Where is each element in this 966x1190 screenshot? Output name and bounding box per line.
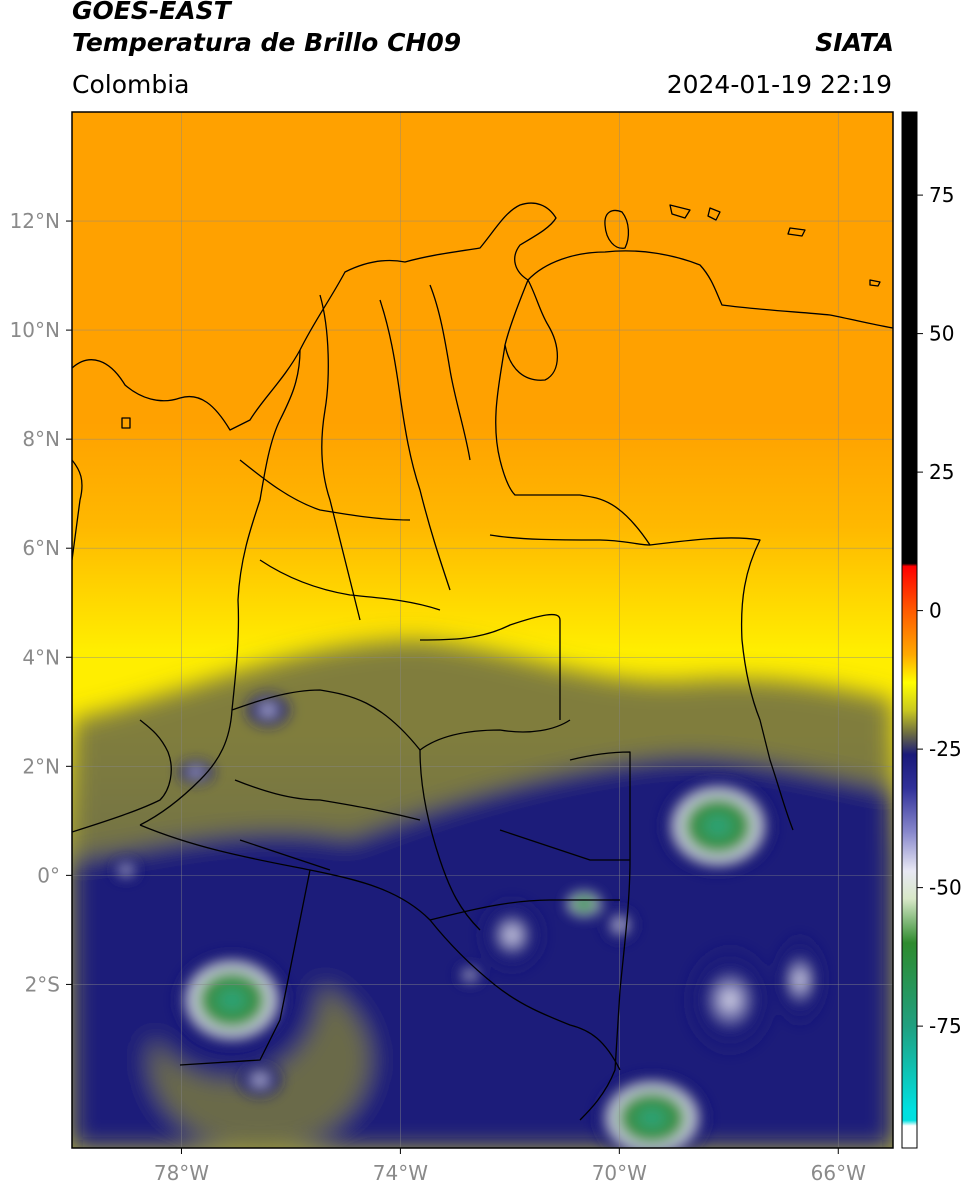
lon-tick-label: 66°W: [811, 1161, 866, 1185]
department-boundary: [379, 299, 451, 591]
pacific-coastline: [72, 459, 83, 561]
island: [707, 207, 721, 221]
brand-label: SIATA: [815, 28, 894, 57]
colorbar: 75 50 25 0 -25 -50 -75: [901, 111, 962, 1149]
department-boundary: [429, 284, 471, 461]
paraguana-peninsula: [604, 209, 630, 249]
colorbar-bar: [901, 111, 918, 1149]
storm-cell: [170, 948, 294, 1052]
product-title: Temperatura de Brillo CH09: [72, 28, 462, 57]
storm-cell: [656, 774, 780, 878]
ecuador-coast: [72, 719, 172, 833]
amazon-river: [429, 899, 620, 921]
department-boundary: [419, 749, 481, 931]
cloud-cell: [234, 1060, 286, 1100]
lat-tick-label: 10°N: [10, 318, 60, 342]
map-graticule: [72, 112, 893, 1148]
storm-cell: [590, 1070, 714, 1148]
lat-tick-label: 6°N: [22, 536, 60, 560]
department-boundary: [499, 829, 630, 861]
colombia-border: [139, 349, 301, 826]
colorbar-tick-label: 75: [929, 183, 954, 207]
lat-tick-label: 4°N: [22, 645, 60, 669]
island: [787, 227, 806, 237]
colombia-peru-border: [139, 824, 621, 1071]
coastlines-and-borders: [72, 202, 893, 1121]
satellite-title: GOES-EAST: [72, 0, 231, 25]
lat-tick-label: 2°N: [22, 754, 60, 778]
lat-tick-label: 2°S: [25, 972, 60, 996]
lat-tick-label: 0°: [37, 863, 60, 887]
colombia-venezuela-border: [495, 344, 794, 831]
cloud-cell: [770, 930, 830, 1030]
colorbar-tick-label: 0: [929, 599, 942, 623]
colorbar-tick-label: -75: [929, 1014, 962, 1038]
lon-tick-label: 70°W: [592, 1161, 647, 1185]
lake-maracaibo: [504, 279, 558, 381]
cloud-cell: [242, 690, 294, 730]
department-boundary: [239, 839, 331, 871]
caribbean-coastline: [72, 202, 893, 431]
cloud-cell: [474, 893, 550, 977]
department-boundary: [234, 779, 421, 821]
department-boundary: [419, 613, 561, 720]
cloud-cell: [108, 856, 144, 884]
cloud-cell: [174, 758, 218, 786]
timestamp-label: 2024-01-19 22:19: [666, 70, 892, 99]
colorbar-tick-label: -50: [929, 876, 962, 900]
island: [869, 279, 881, 287]
colombia-brazil-border: [569, 751, 631, 1121]
region-label: Colombia: [72, 70, 190, 99]
colorbar-ticks: 75 50 25 0 -25 -50 -75: [917, 183, 962, 1038]
cloud-cell: [680, 940, 780, 1060]
map-area: [72, 112, 893, 1148]
peru-ecuador-border: [179, 869, 311, 1066]
cloud-cell: [452, 961, 488, 989]
axis-labels: 78°W 74°W 70°W 66°W 12°N 10°N 8°N 6°N 4°N 2°N 0° 2°…: [10, 209, 867, 1185]
department-boundary: [259, 559, 441, 611]
lon-tick-label: 78°W: [154, 1161, 209, 1185]
department-boundary: [319, 294, 361, 621]
lat-tick-label: 8°N: [22, 427, 60, 451]
lat-tick-label: 12°N: [10, 209, 60, 233]
colorbar-tick-label: -25: [929, 737, 962, 761]
cloud-field: [72, 640, 893, 1148]
island: [121, 417, 131, 429]
department-boundary: [239, 459, 411, 521]
colorbar-tick-label: 25: [929, 460, 954, 484]
map-frame: [71, 111, 894, 1149]
department-boundary: [231, 689, 421, 751]
island: [669, 204, 691, 219]
department-boundary: [419, 719, 571, 751]
department-boundary: [489, 534, 651, 546]
colorbar-tick-label: 50: [929, 322, 954, 346]
convective-cells: [108, 690, 830, 1148]
cloud-cell: [598, 903, 642, 947]
lon-tick-label: 74°W: [373, 1161, 428, 1185]
storm-cell: [562, 888, 606, 920]
